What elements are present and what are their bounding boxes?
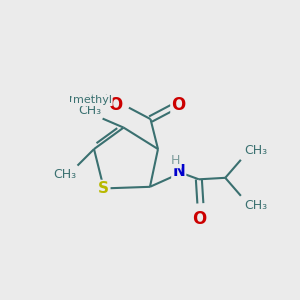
Text: CH₃: CH₃ (78, 104, 101, 117)
Text: CH₃: CH₃ (53, 168, 76, 181)
Text: N: N (172, 164, 185, 179)
Text: O: O (172, 96, 186, 114)
Text: H: H (171, 154, 181, 167)
Text: methyl: methyl (73, 95, 112, 105)
Text: methyl: methyl (69, 94, 108, 104)
Text: O: O (108, 96, 122, 114)
Text: CH₃: CH₃ (244, 199, 267, 212)
Text: CH₃: CH₃ (244, 144, 267, 157)
Text: O: O (192, 210, 206, 228)
Text: S: S (98, 181, 109, 196)
